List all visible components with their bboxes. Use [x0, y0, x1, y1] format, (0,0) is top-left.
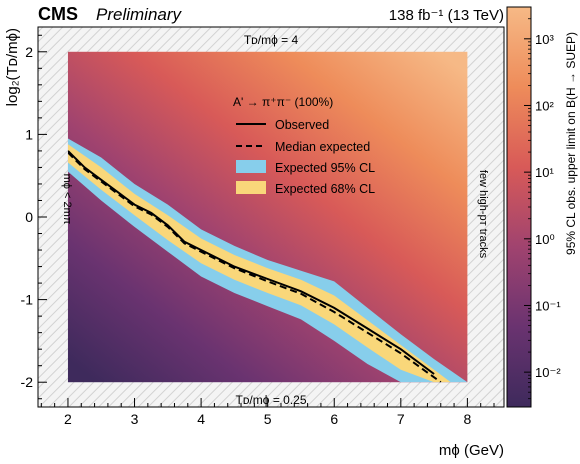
legend-entry-95: Expected 95% CL [275, 161, 375, 175]
colorbar [506, 6, 532, 408]
status-label: Preliminary [96, 5, 183, 24]
colorbar-tick-label: 10² [535, 98, 554, 113]
legend-swatch-95 [236, 160, 266, 173]
legend-swatch-68 [236, 181, 266, 194]
median-expected-line [67, 151, 442, 383]
y-tick-label: 2 [25, 44, 33, 60]
y-tick-label: 0 [25, 209, 33, 225]
x-tick-label: 5 [264, 411, 272, 427]
y-tick-label: 1 [25, 126, 33, 142]
x-tick-label: 3 [131, 411, 139, 427]
colorbar-label: 95% CL obs. upper limit on B(H → SUEP) [564, 32, 578, 255]
annotation-right: few high-pᴛ tracks [477, 170, 489, 259]
y-axis-label: log₂(Tᴅ/mϕ) [4, 28, 21, 106]
legend-entry-68: Expected 68% CL [275, 182, 375, 196]
colorbar-tick-label: 10⁰ [535, 232, 555, 247]
colorbar-tick-label: 10⁻² [535, 365, 561, 380]
y-tick-label: -1 [21, 292, 34, 308]
legend: A' → π⁺π⁻ (100%) Observed Median expecte… [233, 95, 375, 196]
annotation-left: mϕ < 2mπ [61, 174, 73, 225]
x-tick-label: 4 [197, 411, 205, 427]
annotation-top: Tᴅ/mϕ = 4 [244, 33, 299, 47]
legend-entry-expected: Median expected [275, 140, 370, 154]
x-tick-label: 7 [397, 411, 405, 427]
colorbar-tick-label: 10⁻¹ [535, 298, 561, 313]
experiment-label: CMS [38, 4, 78, 24]
colorbar-tick-label: 10¹ [535, 165, 554, 180]
x-tick-label: 6 [330, 411, 338, 427]
x-tick-label: 2 [64, 411, 72, 427]
colorbar-tick-label: 10³ [535, 32, 554, 47]
lumi-label: 138 fb⁻¹ (13 TeV) [389, 7, 504, 24]
legend-entry-observed: Observed [275, 118, 329, 132]
expected-68-band [68, 144, 451, 383]
legend-title: A' → π⁺π⁻ (100%) [233, 95, 333, 109]
annotation-bottom: Tᴅ/mϕ = 0.25 [235, 393, 306, 407]
observed-line [67, 150, 435, 375]
x-tick-label: 8 [463, 411, 471, 427]
y-tick-label: -2 [21, 374, 34, 390]
x-axis-label: mϕ (GeV) [439, 442, 504, 459]
